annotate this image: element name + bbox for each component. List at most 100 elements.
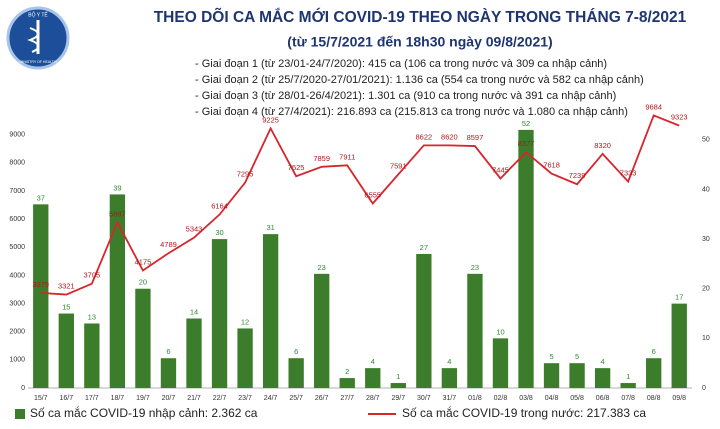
line-value-label: 7591 — [390, 161, 407, 170]
logo-text: MINISTRY OF HEALTH — [20, 60, 57, 64]
x-tick-label: 06/8 — [596, 395, 610, 402]
bar — [390, 383, 406, 388]
y2-tick-label: 50 — [702, 137, 710, 144]
y2-tick-label: 10 — [702, 335, 710, 342]
x-tick-label: 19/7 — [136, 395, 150, 402]
annotation: - Giai đoạn 4 (từ 27/4/2021): 216.893 ca… — [195, 106, 628, 118]
bar — [314, 273, 330, 388]
x-tick-label: 27/7 — [340, 395, 354, 402]
bar — [543, 363, 560, 388]
line-value-label: 3705 — [84, 271, 101, 280]
bar-value-label: 14 — [190, 307, 198, 316]
bar-value-label: 52 — [522, 119, 530, 128]
y-tick-label: 7000 — [9, 188, 25, 195]
line-value-label: 3379 — [32, 280, 49, 289]
logo: BỘ Y TẾ MINISTRY OF HEALTH — [6, 6, 70, 70]
line-value-label: 7445 — [492, 165, 509, 174]
bar-value-label: 39 — [113, 183, 121, 192]
annotation: - Giai đoạn 1 (từ 23/01-24/7/2020): 415 … — [195, 58, 607, 70]
bar-value-label: 1 — [396, 372, 400, 381]
bar-value-label: 37 — [37, 193, 45, 202]
logo-text: BỘ Y TẾ — [28, 11, 48, 18]
y-tick-label: 1000 — [9, 357, 25, 364]
bar — [339, 378, 355, 388]
y2-tick-label: 40 — [702, 186, 710, 193]
x-tick-label: 28/7 — [366, 395, 380, 402]
y2-tick-label: 30 — [702, 236, 710, 243]
line-value-label: 3321 — [58, 282, 75, 291]
x-tick-label: 03/8 — [519, 395, 533, 402]
bar — [492, 338, 509, 388]
line-value-label: 8620 — [441, 132, 458, 141]
bar-value-label: 23 — [318, 263, 326, 272]
bar-value-label: 4 — [371, 357, 375, 366]
x-tick-label: 22/7 — [213, 395, 227, 402]
bar-value-label: 4 — [447, 357, 451, 366]
line-value-label: 7333 — [620, 169, 637, 178]
x-tick-label: 01/8 — [468, 395, 482, 402]
bar — [58, 313, 74, 388]
line-value-label: 5343 — [186, 225, 203, 234]
bar — [135, 288, 151, 388]
x-tick-label: 08/8 — [647, 395, 661, 402]
bar — [594, 368, 611, 388]
line-value-label: 4175 — [135, 257, 152, 266]
bar — [467, 273, 483, 388]
bar-value-label: 6 — [652, 347, 656, 356]
bar-value-label: 10 — [496, 327, 504, 336]
bar — [109, 194, 126, 388]
y-tick-label: 3000 — [9, 300, 25, 307]
y-tick-label: 9000 — [9, 132, 25, 139]
line-value-label: 7239 — [569, 171, 586, 180]
line-value-label: 7911 — [339, 152, 355, 161]
chart-subtitle: (từ 15/7/2021 đến 18h30 ngày 09/8/2021) — [287, 34, 552, 50]
x-tick-label: 25/7 — [289, 395, 303, 402]
y-tick-label: 0 — [21, 385, 25, 392]
bar — [186, 318, 202, 388]
line-value-label: 4789 — [160, 240, 177, 249]
annotation: - Giai đoạn 3 (từ 28/01-26/4/2021): 1.30… — [195, 90, 616, 102]
x-tick-label: 30/7 — [417, 395, 431, 402]
y2-tick-label: 0 — [702, 385, 706, 392]
bar-value-label: 15 — [62, 303, 70, 312]
bar-value-label: 5 — [575, 352, 579, 361]
bar — [518, 129, 534, 388]
x-tick-label: 17/7 — [85, 395, 99, 402]
legend-label: Số ca mắc COVID-19 nhập cảnh: 2.362 ca — [30, 405, 258, 420]
bar — [237, 328, 253, 388]
bar-value-label: 6 — [294, 347, 298, 356]
bar — [160, 358, 177, 388]
bar — [33, 204, 49, 388]
x-tick-label: 04/8 — [545, 395, 559, 402]
bar — [84, 323, 100, 388]
x-tick-label: 24/7 — [264, 395, 278, 402]
line-value-label: 7525 — [288, 163, 305, 172]
bar — [620, 383, 636, 388]
line-value-label: 8320 — [594, 141, 611, 150]
x-tick-label: 20/7 — [162, 395, 176, 402]
x-tick-label: 21/7 — [187, 395, 201, 402]
bar — [671, 303, 687, 388]
y-tick-label: 5000 — [9, 244, 25, 251]
line-value-label: 8622 — [416, 132, 433, 141]
x-tick-label: 31/7 — [443, 395, 457, 402]
bar-value-label: 2 — [345, 367, 349, 376]
x-tick-label: 29/7 — [391, 395, 405, 402]
bar-value-label: 4 — [601, 357, 605, 366]
line-value-label: 6164 — [211, 202, 228, 211]
x-tick-label: 16/7 — [59, 395, 73, 402]
bar-value-label: 1 — [626, 372, 630, 381]
bar-value-label: 12 — [241, 317, 249, 326]
y-tick-label: 6000 — [9, 216, 25, 223]
bar-value-label: 20 — [139, 278, 147, 287]
y-tick-label: 8000 — [9, 160, 25, 167]
chart-title: THEO DÕI CA MẮC MỚI COVID-19 THEO NGÀY T… — [154, 8, 687, 26]
bar — [646, 358, 662, 388]
bar — [288, 358, 304, 388]
line-value-label: 7295 — [237, 170, 254, 179]
y-tick-label: 4000 — [9, 272, 25, 279]
x-tick-label: 02/8 — [494, 395, 508, 402]
bar — [365, 368, 381, 388]
bar-value-label: 17 — [675, 293, 683, 302]
